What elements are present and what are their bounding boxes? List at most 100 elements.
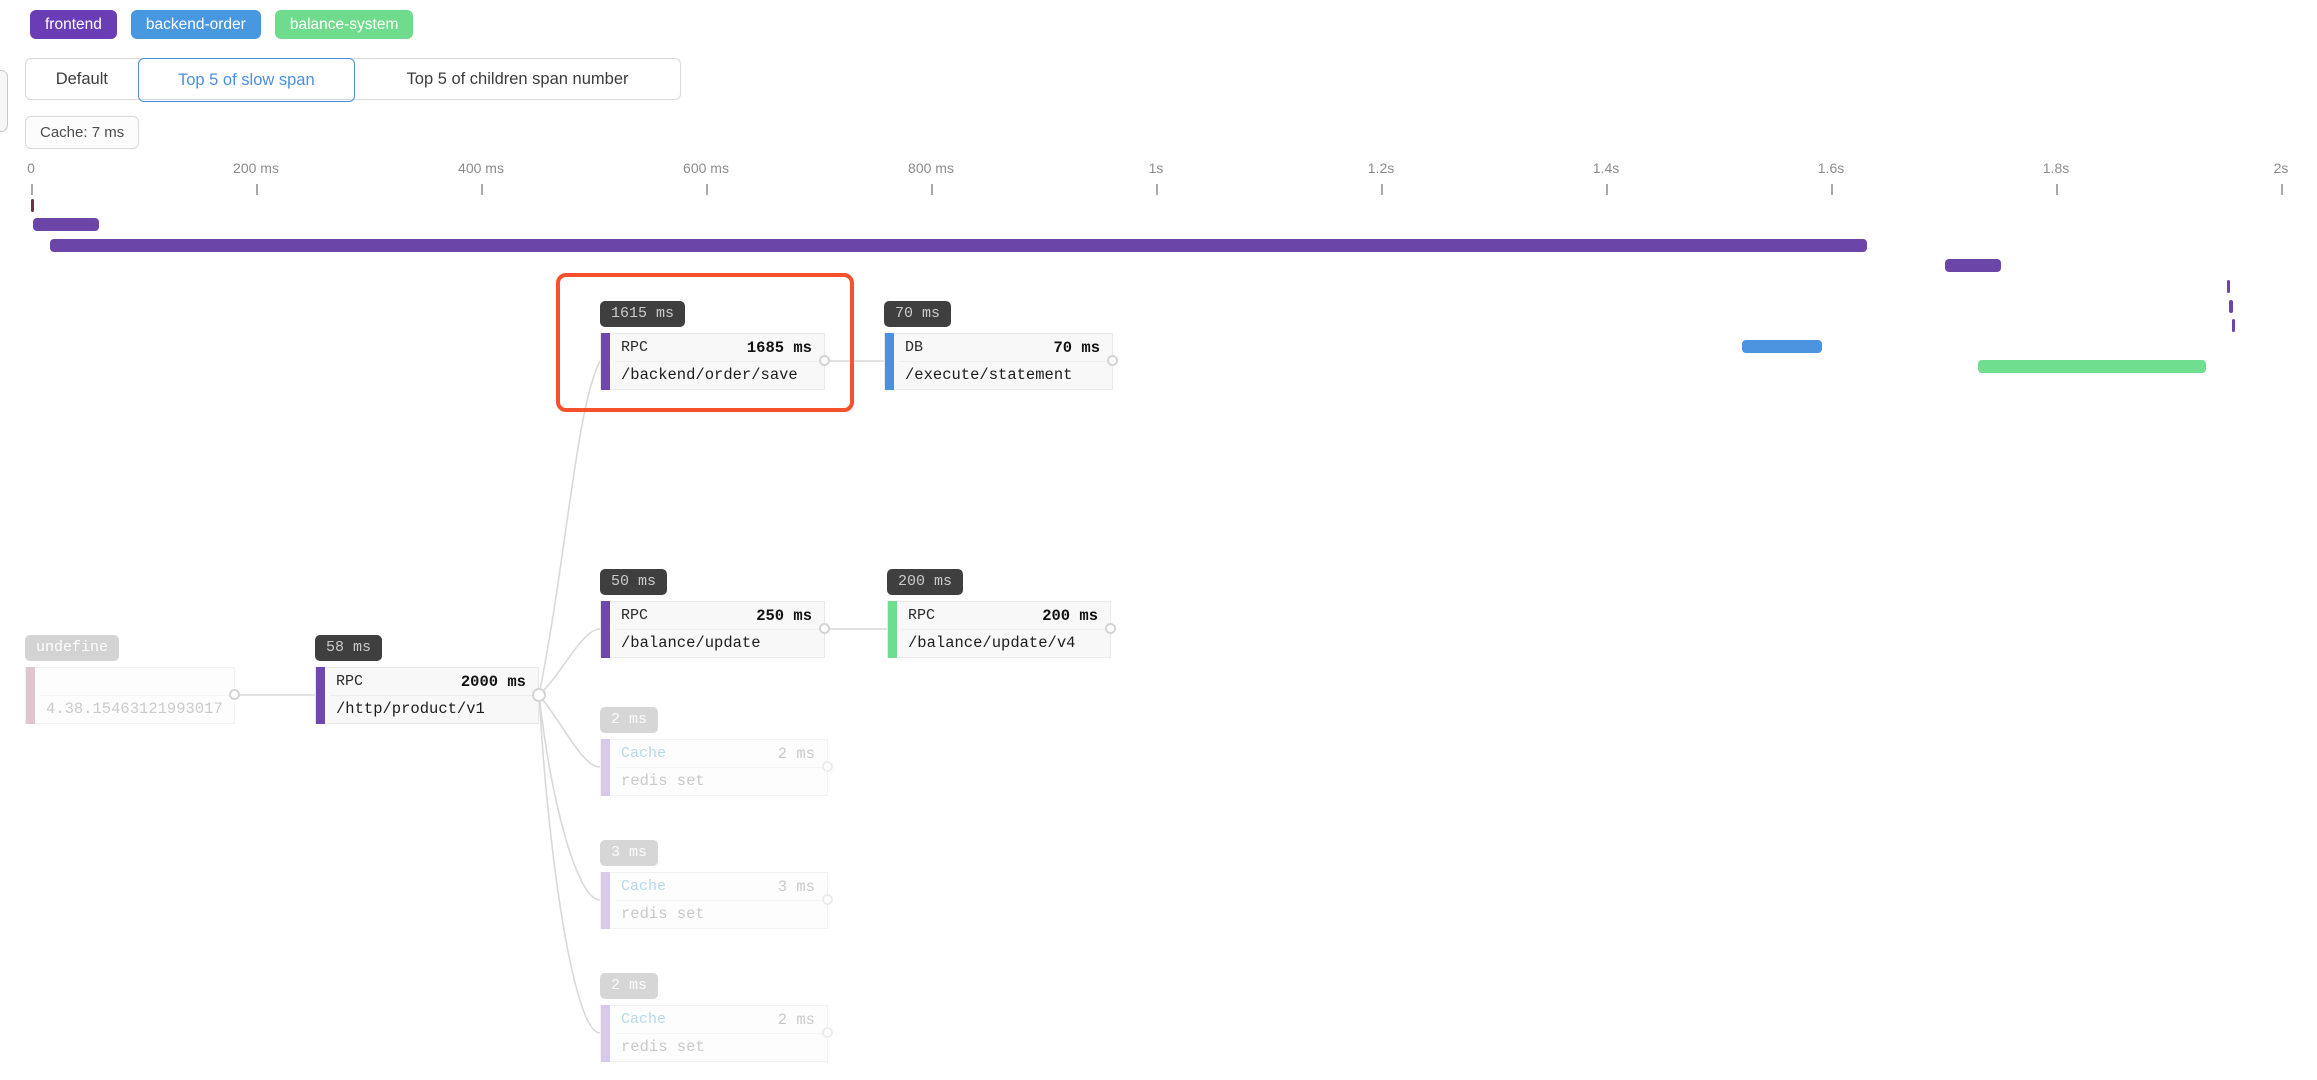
timeline-bar-redis-set[interactable] [2227, 280, 2230, 293]
span-card[interactable]: RPC 250 ms /balance/update [600, 601, 825, 658]
span-node-backend-order-save[interactable]: 1615 ms RPC 1685 ms /backend/order/save [600, 301, 825, 390]
tab-default[interactable]: Default [55, 70, 108, 88]
span-self-time-badge: undefine [25, 635, 120, 661]
span-node-balance-update-v4[interactable]: 200 ms RPC 200 ms /balance/update/v4 [887, 569, 1111, 658]
edge-http-to-balance-update [538, 628, 601, 696]
ruler-tick-label: 1.2s [1367, 160, 1395, 176]
connector-dot-cache-3[interactable] [822, 1027, 833, 1038]
connector-dot-root[interactable] [229, 689, 240, 700]
edge-http-to-cache-2 [538, 694, 601, 901]
span-self-time-badge: 200 ms [887, 569, 964, 595]
edge-http-to-cache-3 [538, 694, 601, 1034]
span-operation: /balance/update/v4 [908, 634, 1076, 652]
ruler-tick-label: 1.4s [1592, 160, 1620, 176]
ruler-tick-label: 2s [2273, 160, 2289, 176]
span-operation: /execute/statement [905, 366, 1073, 384]
service-color-accent [601, 739, 610, 796]
span-duration: 250 ms [756, 607, 812, 625]
span-operation: redis set [621, 772, 705, 790]
ruler-tick-mark [31, 184, 33, 195]
span-duration: 2 ms [777, 745, 815, 763]
ruler-tick-mark [1831, 184, 1833, 195]
span-self-time-badge: 1615 ms [600, 301, 686, 327]
service-color-accent [885, 333, 894, 390]
timeline-bar-execute-statement[interactable] [1742, 340, 1822, 353]
span-type-label: Cache [621, 1011, 667, 1028]
connector-dot-balance-update-v4[interactable] [1105, 623, 1116, 634]
service-color-accent [888, 601, 897, 658]
span-type-label: Cache [621, 745, 667, 762]
selected-span-highlight-box [556, 273, 854, 412]
ruler-tick-mark [931, 184, 933, 195]
span-type-label: Cache [621, 878, 667, 895]
timeline-bar-redis-set[interactable] [2231, 319, 2235, 332]
span-node-cache-redis-2[interactable]: 3 ms Cache 3 ms redis set [600, 840, 828, 929]
view-mode-tab-group: Default Top 5 of slow span Top 5 of chil… [25, 58, 681, 102]
ruler-tick-mark [706, 184, 708, 195]
span-operation: redis set [621, 1038, 705, 1056]
connector-dot-balance-update[interactable] [819, 623, 830, 634]
ruler-tick-mark [2281, 184, 2283, 195]
service-color-accent [316, 667, 325, 724]
span-card[interactable]: RPC 1685 ms /backend/order/save [600, 333, 825, 390]
service-tag-backend-order[interactable]: backend-order [130, 10, 261, 39]
span-node-http-product-v1[interactable]: 58 ms RPC 2000 ms /http/product/v1 [315, 635, 539, 724]
span-card[interactable]: Cache 2 ms redis set [600, 1005, 828, 1062]
ruler-tick-mark [1156, 184, 1158, 195]
timeline-bar-redis-set[interactable] [2229, 300, 2233, 313]
ruler-tick-label: 800 ms [908, 160, 954, 176]
ruler-tick-label: 200 ms [233, 160, 279, 176]
span-node-root[interactable]: undefine 4.38.15463121993017 [25, 635, 235, 724]
ruler-tick-label: 0 [27, 160, 35, 176]
service-tag-frontend[interactable]: frontend [30, 10, 117, 39]
span-type-label: DB [905, 339, 924, 356]
tab-top5-slow-span[interactable]: Top 5 of slow span [137, 58, 355, 102]
connector-dot-backend-save[interactable] [819, 355, 830, 366]
span-card[interactable]: DB 70 ms /execute/statement [884, 333, 1113, 390]
span-duration: 70 ms [1053, 339, 1100, 357]
timeline-bar-undefine[interactable] [31, 199, 34, 212]
span-card[interactable]: Cache 2 ms redis set [600, 739, 828, 796]
span-operation: redis set [621, 905, 705, 923]
collapsed-panel-handle[interactable] [0, 70, 8, 132]
span-operation: /balance/update [621, 634, 761, 652]
service-color-accent [601, 333, 610, 390]
timeline-bar-http-product-v1[interactable] [33, 218, 99, 231]
cache-time-chip[interactable]: Cache: 7 ms [25, 116, 140, 149]
span-card[interactable]: RPC 200 ms /balance/update/v4 [887, 601, 1111, 658]
service-color-accent [601, 1005, 610, 1062]
connector-dot-execute-statement[interactable] [1107, 355, 1118, 366]
span-card[interactable]: RPC 2000 ms /http/product/v1 [315, 667, 539, 724]
timeline-bar-balance-update-v4[interactable] [1978, 360, 2206, 373]
span-type-label: RPC [621, 339, 649, 356]
span-card[interactable]: Cache 3 ms redis set [600, 872, 828, 929]
span-duration: 3 ms [777, 878, 815, 896]
connector-dot-http-fanout[interactable] [532, 688, 546, 702]
span-duration: 2 ms [777, 1011, 815, 1029]
connector-dot-cache-2[interactable] [822, 894, 833, 905]
span-duration: 200 ms [1042, 607, 1098, 625]
edge-http-to-cache-1 [538, 694, 601, 768]
span-node-cache-redis-1[interactable]: 2 ms Cache 2 ms redis set [600, 707, 828, 796]
span-type-label: RPC [621, 607, 649, 624]
span-type-label: RPC [908, 607, 936, 624]
connector-dot-cache-1[interactable] [822, 761, 833, 772]
service-tag-balance-system[interactable]: balance-system [274, 10, 414, 39]
span-node-execute-statement[interactable]: 70 ms DB 70 ms /execute/statement [884, 301, 1113, 390]
tab-top5-children-span-number[interactable]: Top 5 of children span number [406, 70, 629, 88]
span-node-cache-redis-3[interactable]: 2 ms Cache 2 ms redis set [600, 973, 828, 1062]
span-node-balance-update[interactable]: 50 ms RPC 250 ms /balance/update [600, 569, 825, 658]
span-self-time-badge: 58 ms [315, 635, 383, 661]
span-operation: /http/product/v1 [336, 700, 485, 718]
span-type-label: RPC [336, 673, 364, 690]
ruler-tick-mark [2056, 184, 2058, 195]
ruler-tick-mark [1381, 184, 1383, 195]
timeline-bar-balance-update[interactable] [1944, 259, 2001, 272]
ruler-tick-label: 600 ms [683, 160, 729, 176]
span-card[interactable]: 4.38.15463121993017 [25, 667, 235, 724]
ruler-tick-mark [1606, 184, 1608, 195]
span-self-time-badge: 3 ms [600, 840, 659, 866]
span-self-time-badge: 70 ms [884, 301, 952, 327]
timeline-bar-backend-order-save[interactable] [50, 239, 1867, 252]
